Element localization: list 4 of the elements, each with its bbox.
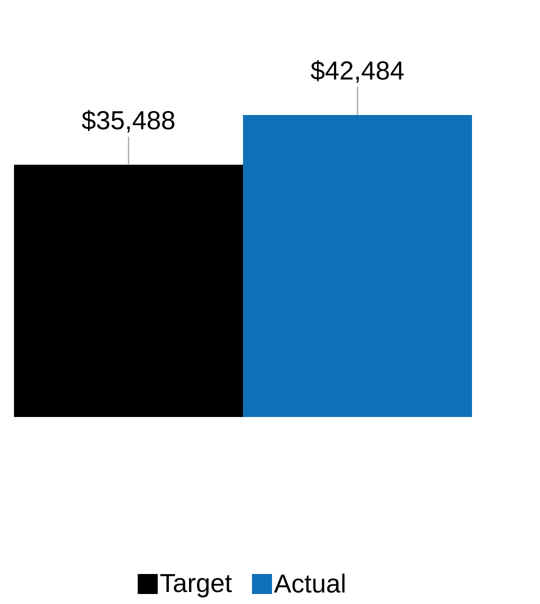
legend-label: Actual xyxy=(274,574,345,593)
data-label: $42,484 xyxy=(310,60,404,83)
legend-label: Target xyxy=(160,574,232,598)
data-label: $35,488 xyxy=(82,110,174,133)
